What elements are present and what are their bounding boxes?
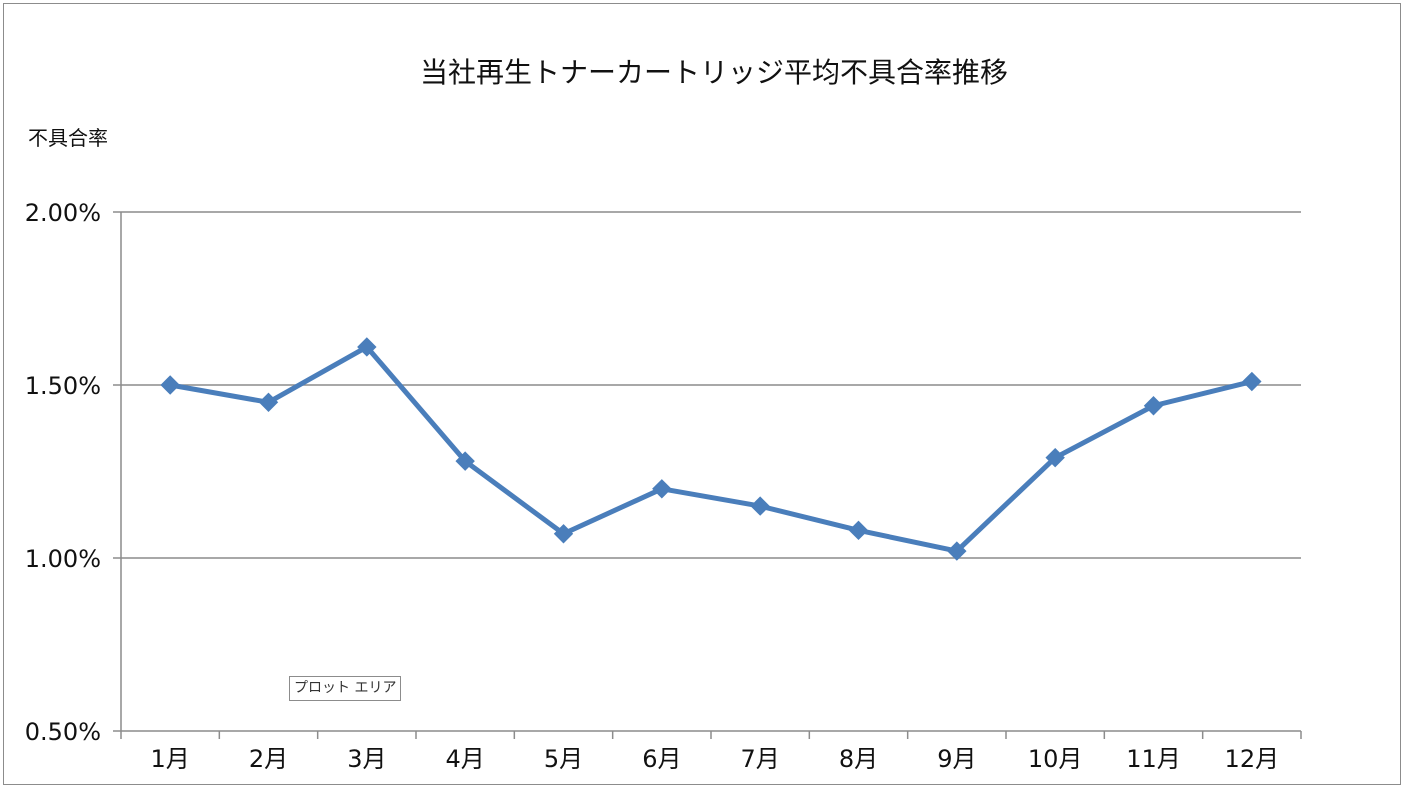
x-tick-label: 3月 — [347, 745, 386, 773]
data-point-marker — [357, 337, 377, 357]
y-tick-label: 2.00% — [25, 199, 101, 227]
data-point-marker — [455, 451, 475, 471]
series — [160, 337, 1262, 561]
x-tick-labels: 1月 2月 3月 4月 5月 6月 7月 8月 9月 10月 11月 12月 — [151, 745, 1280, 773]
x-tick-label: 10月 — [1028, 745, 1083, 773]
y-tick-label: 1.00% — [25, 545, 101, 573]
x-tick-label: 12月 — [1225, 745, 1280, 773]
line-chart: 当社再生トナーカートリッジ平均不具合率推移 不具合率 0.50% 1.00% 1.5… — [25, 56, 1302, 773]
gridlines — [121, 211, 1301, 559]
data-point-marker — [947, 541, 967, 561]
chart-frame: 当社再生トナーカートリッジ平均不具合率推移 不具合率 0.50% 1.00% 1.5… — [3, 3, 1401, 785]
x-tick-label: 2月 — [249, 745, 288, 773]
y-tick-label: 1.50% — [25, 372, 101, 400]
x-tick-label: 4月 — [446, 745, 485, 773]
data-point-marker — [1045, 447, 1065, 468]
x-tick-label: 6月 — [642, 745, 681, 773]
x-tick-label: 1月 — [151, 745, 190, 773]
axes — [113, 211, 1302, 739]
x-tick-label: 9月 — [937, 745, 976, 773]
data-point-marker — [160, 375, 180, 395]
x-tick-label: 8月 — [839, 745, 878, 773]
x-tick-label: 5月 — [544, 745, 583, 773]
data-point-marker — [848, 520, 869, 541]
series-line — [167, 344, 1255, 554]
y-axis-label: 不具合率 — [28, 126, 108, 150]
x-tick-label: 11月 — [1126, 745, 1181, 773]
plot-area-tooltip: プロット エリア — [289, 676, 402, 701]
data-point-marker — [652, 479, 672, 499]
data-point-marker — [750, 496, 770, 516]
data-point-marker — [1242, 371, 1262, 392]
data-point-marker — [258, 392, 279, 413]
chart-title: 当社再生トナーカートリッジ平均不具合率推移 — [420, 56, 1008, 89]
data-point-marker — [553, 524, 574, 544]
data-point-marker — [1143, 396, 1164, 416]
x-tick-label: 7月 — [741, 745, 780, 773]
y-tick-labels: 0.50% 1.00% 1.50% 2.00% — [25, 199, 101, 746]
y-tick-label: 0.50% — [25, 718, 101, 746]
